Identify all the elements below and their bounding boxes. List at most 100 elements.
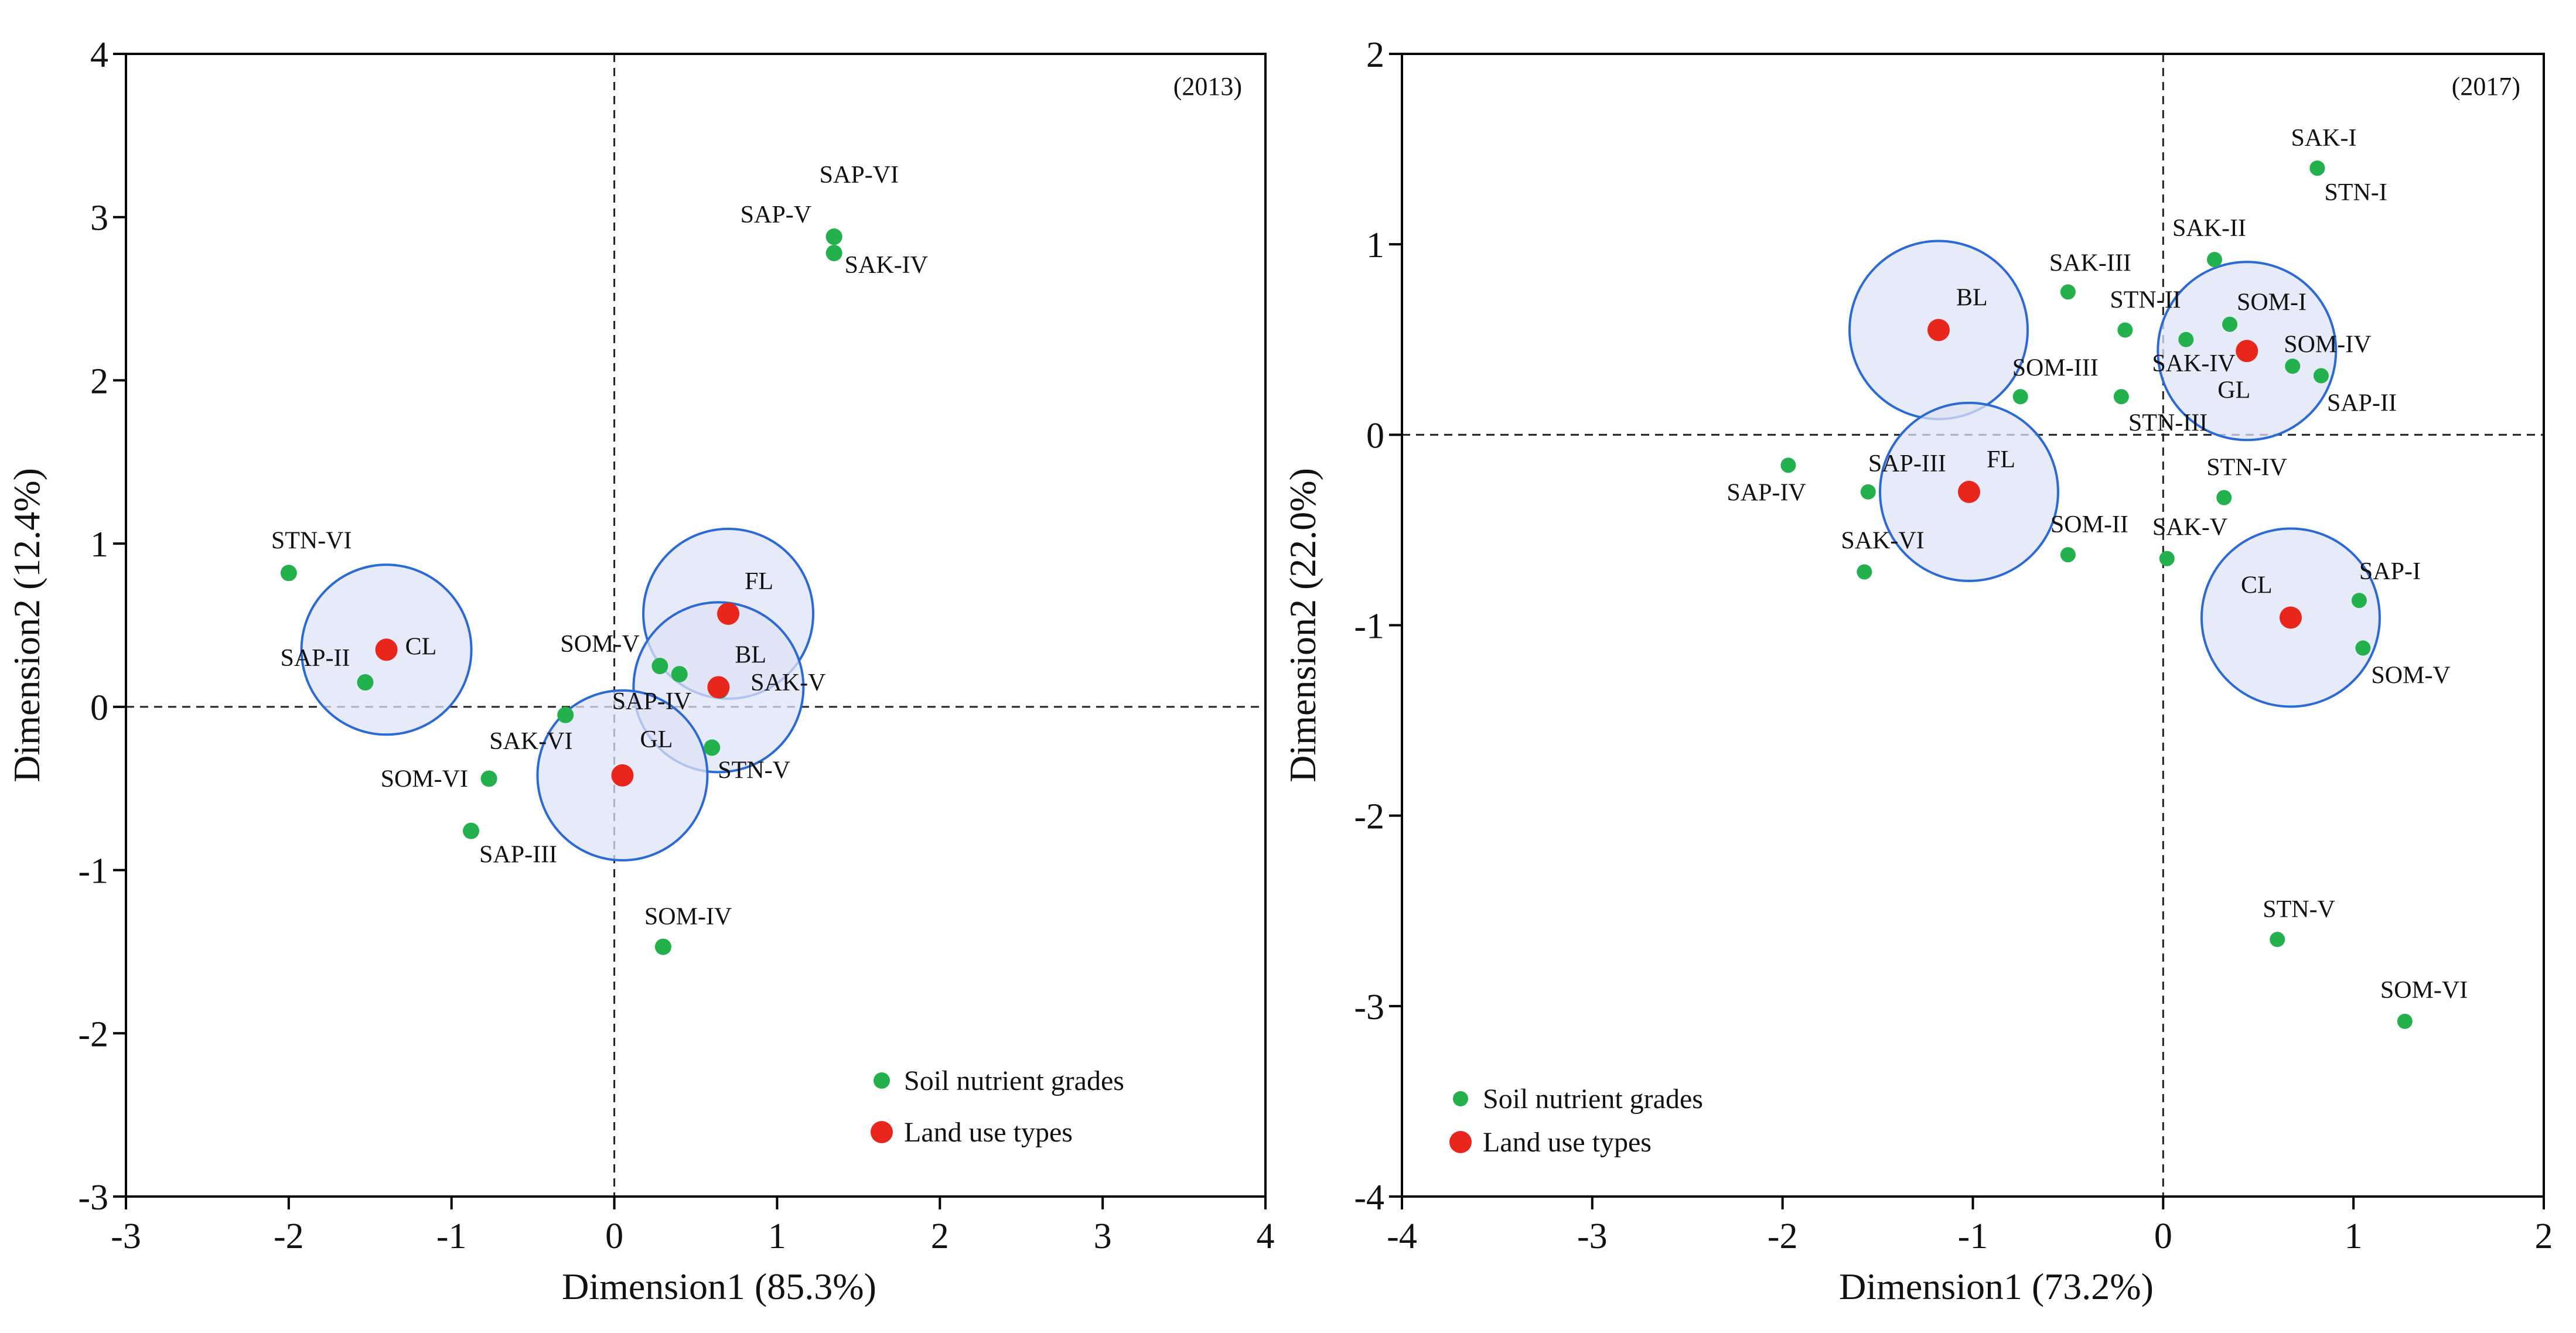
nutrient-point-label: SAK-III — [2049, 249, 2131, 276]
nutrient-point-sap-iii — [463, 822, 480, 839]
landuse-point-fl — [1958, 480, 1981, 503]
nutrient-point-label: SAK-II — [2172, 215, 2246, 242]
year-label: (2013) — [1173, 72, 1242, 101]
nutrient-point-label: SAK-I — [2291, 125, 2356, 152]
x-tick-label: 0 — [2154, 1216, 2172, 1256]
nutrient-point-label: SAK-IV — [2152, 350, 2235, 377]
nutrient-point-stn-i — [2309, 160, 2325, 176]
nutrient-point-sap-iv — [1780, 457, 1796, 473]
y-tick-label: -3 — [1354, 987, 1384, 1027]
nutrient-point-sak-iii — [2060, 284, 2076, 300]
nutrient-point-sap-i — [2351, 593, 2367, 609]
y-tick-label: -2 — [1354, 797, 1384, 837]
nutrient-point-label: STN-I — [2324, 179, 2387, 206]
nutrient-point-label: STN-IV — [2206, 454, 2287, 481]
nutrient-point-label: STN-V — [718, 757, 790, 784]
nutrient-point-sap-ii — [2313, 368, 2329, 384]
nutrient-point-som-iii — [2012, 389, 2028, 405]
nutrient-point-stn-v — [704, 739, 721, 756]
x-tick-label: -2 — [274, 1216, 304, 1256]
y-tick-label: -4 — [1354, 1178, 1384, 1218]
legend: Soil nutrient grades Land use types — [871, 1065, 1124, 1148]
y-tick-label: 0 — [90, 688, 108, 728]
nutrient-point-stn-vi — [280, 565, 297, 582]
nutrient-point-label: SAP-VI — [820, 162, 899, 189]
nutrient-point-label: SAP-V — [741, 201, 811, 228]
nutrient-point-sap-iii — [1860, 484, 1876, 500]
nutrient-point-som-vi — [480, 770, 497, 787]
nutrient-point-sak-v — [2159, 551, 2175, 566]
landuse-point-bl — [707, 676, 730, 699]
landuse-point-cl — [2279, 606, 2302, 629]
x-tick-label: -1 — [436, 1216, 467, 1256]
nutrient-point-sap-iv — [671, 666, 688, 683]
nutrient-point-sak-ii — [2207, 252, 2223, 268]
year-label: (2017) — [2452, 72, 2520, 101]
nutrient-point-som-iv — [654, 938, 671, 955]
y-tick-label: 4 — [90, 35, 108, 75]
y-tick-label: -1 — [78, 852, 108, 891]
landuse-point-label: BL — [1956, 284, 1988, 311]
x-tick-label: -2 — [1768, 1216, 1798, 1256]
nutrient-point-label: SAK-VI — [1841, 527, 1924, 554]
nutrient-point-label: SOM-I — [2237, 289, 2307, 316]
nutrient-point-label: SOM-VI — [2380, 977, 2468, 1004]
x-tick-label: 3 — [1094, 1216, 1112, 1256]
nutrient-point-sak-iv — [2178, 331, 2194, 347]
landuse-point-label: CL — [405, 633, 437, 660]
nutrient-point-som-v — [2355, 640, 2371, 656]
x-tick-label: -1 — [1958, 1216, 1988, 1256]
nutrient-point-label: STN-II — [2110, 286, 2181, 313]
landuse-point-cl — [375, 638, 398, 661]
landuse-point-label: FL — [745, 568, 773, 595]
nutrient-point-stn-iv — [2216, 490, 2232, 505]
nutrient-point-sak-vi — [1857, 564, 1872, 580]
nutrient-point-stn-ii — [2117, 322, 2133, 338]
y-tick-label: 2 — [90, 361, 108, 401]
x-tick-label: 4 — [1257, 1216, 1275, 1256]
landuse-point-gl — [2236, 340, 2258, 363]
chart-panel-1: -3 -2 -1 0 1 2 3 4 -3 -2 -1 0 1 2 3 4 Dimension1 (85.3%)… — [6, 35, 1275, 1307]
nutrient-point-label: SAP-IV — [1727, 479, 1806, 506]
nutrient-point-som-ii — [2060, 547, 2076, 563]
nutrient-point-label: SAK-V — [750, 669, 825, 696]
landuse-point-label: FL — [1987, 446, 2015, 473]
nutrient-point-label: SAK-VI — [489, 728, 572, 755]
legend-label-nutrient: Soil nutrient grades — [904, 1065, 1124, 1096]
nutrient-point-label: SAP-II — [2327, 390, 2397, 417]
x-tick-label: -4 — [1387, 1216, 1417, 1256]
nutrient-point-label: SAP-IV — [612, 688, 691, 715]
legend: Soil nutrient grades Land use types — [1449, 1084, 1703, 1158]
y-tick-label: 0 — [1366, 416, 1384, 456]
nutrient-point-label: SOM-V — [560, 631, 639, 658]
nutrient-point-label: SOM-II — [2050, 511, 2128, 538]
nutrient-point-som-vi — [2397, 1013, 2413, 1029]
nutrient-point-stn-v — [2270, 932, 2285, 948]
nutrient-point-label: SAP-I — [2359, 558, 2421, 585]
landuse-point-label: GL — [640, 726, 673, 753]
landuse-point-label: BL — [735, 641, 766, 668]
legend-label-landuse: Land use types — [1483, 1127, 1652, 1158]
landuse-point-fl — [717, 602, 740, 625]
nutrient-point-label: STN-III — [2128, 409, 2207, 436]
nutrient-point-label: SAK-V — [2152, 514, 2227, 541]
nutrient-point-sak-iv — [825, 245, 842, 262]
x-tick-label: 1 — [768, 1216, 786, 1256]
legend-label-nutrient: Soil nutrient grades — [1483, 1084, 1703, 1115]
nutrient-point-label: SOM-IV — [2284, 331, 2371, 358]
nutrient-point-label: SAP-III — [479, 842, 557, 869]
nutrient-point-sap-v — [825, 228, 842, 245]
y-axis-title: Dimension2 (22.0%) — [1282, 468, 1323, 782]
x-axis-title: Dimension1 (85.3%) — [562, 1266, 876, 1307]
y-tick-label: 1 — [90, 525, 108, 565]
y-axis-title: Dimension2 (12.4%) — [6, 468, 47, 782]
nutrient-point-sap-ii — [357, 674, 374, 691]
y-tick-label: 3 — [90, 199, 108, 238]
legend-label-landuse: Land use types — [904, 1117, 1073, 1148]
nutrient-point-label: STN-V — [2263, 896, 2335, 923]
y-tick-label: -2 — [78, 1014, 108, 1054]
nutrient-point-label: SAK-IV — [845, 252, 928, 279]
nutrient-point-som-iv — [2285, 358, 2301, 374]
plot-frame — [125, 53, 1267, 1198]
